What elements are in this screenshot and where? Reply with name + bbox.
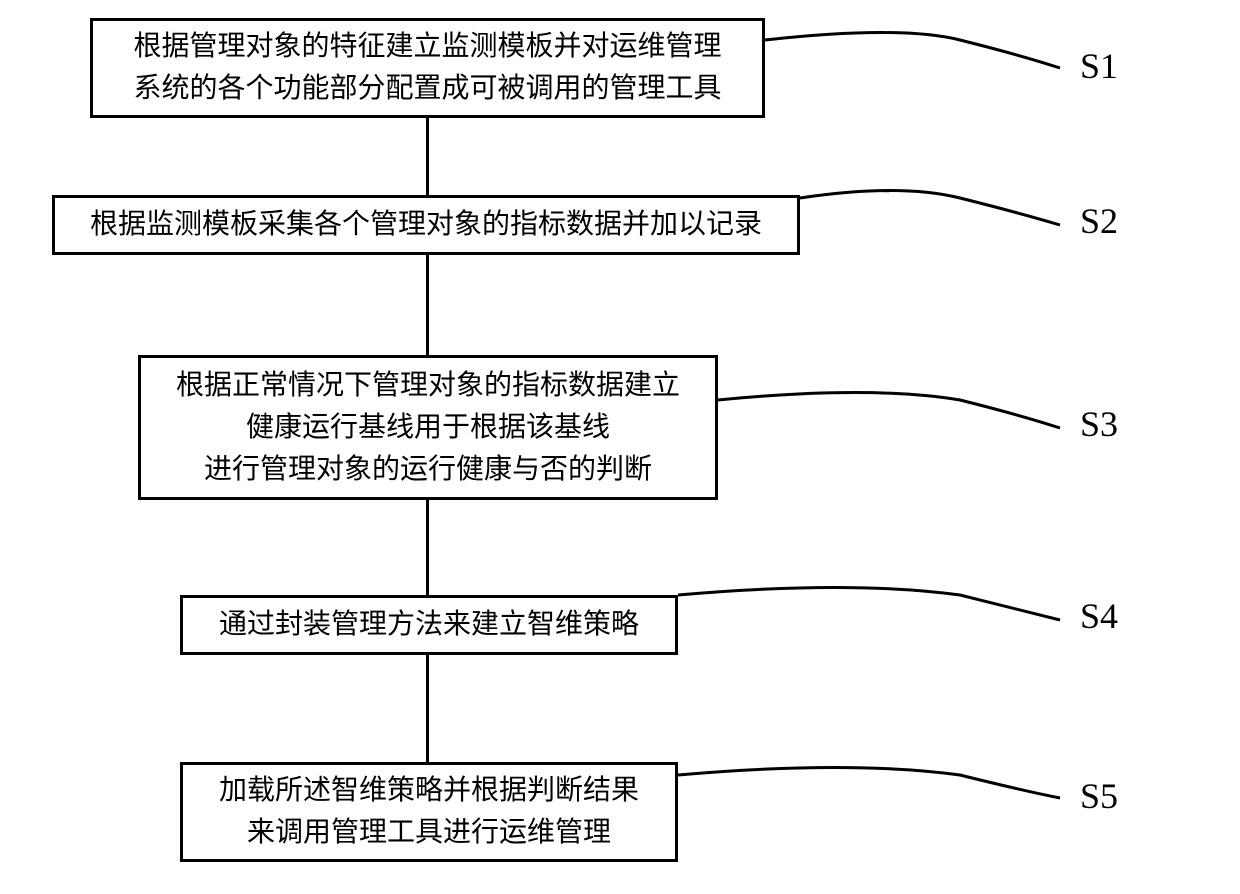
step-label-s5: S5: [1080, 775, 1118, 817]
leader-line-s5: [0, 0, 1240, 894]
flowchart-container: 根据管理对象的特征建立监测模板并对运维管理 系统的各个功能部分配置成可被调用的管…: [0, 0, 1240, 894]
